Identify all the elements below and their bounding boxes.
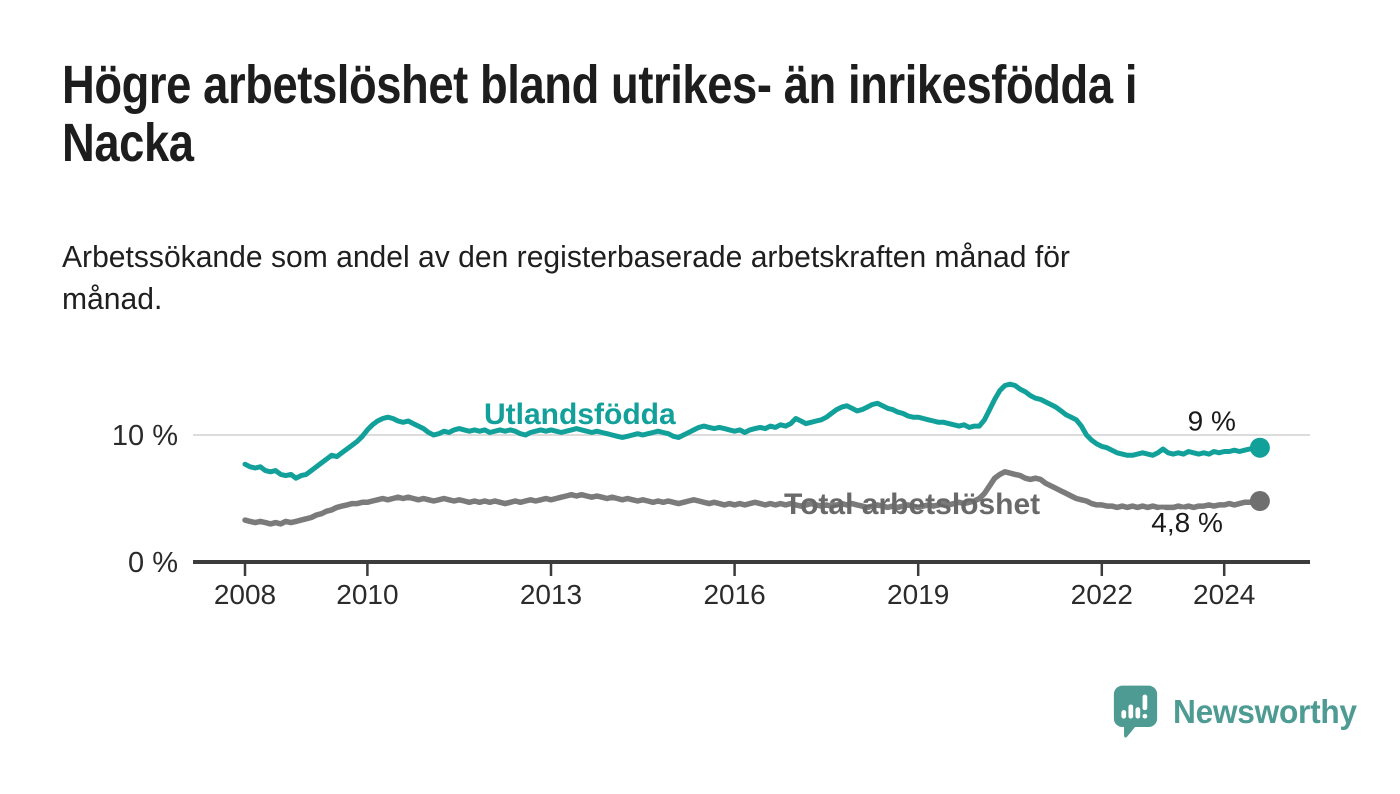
brand-name: Newsworthy bbox=[1173, 693, 1357, 730]
series-line-utlandsfodda bbox=[242, 381, 1263, 481]
series-endpoint-dot bbox=[1249, 491, 1270, 512]
series-label-utlandsfodda: Utlandsfödda bbox=[484, 398, 676, 431]
y-tick-label: 0 % bbox=[128, 547, 178, 579]
y-tick-label: 10 % bbox=[112, 420, 178, 452]
series-line-total bbox=[242, 469, 1263, 527]
series-end-value-label: 9 % bbox=[1188, 406, 1236, 437]
chart-title: Högre arbetslöshet bland utrikes- än inr… bbox=[62, 55, 1138, 174]
exclamation-dot bbox=[1142, 713, 1148, 719]
chart-subtitle: Arbetssökande som andel av den registerb… bbox=[62, 239, 1070, 317]
x-tick-label: 2022 bbox=[1071, 579, 1133, 610]
x-tick-label: 2019 bbox=[887, 579, 949, 610]
newsworthy-logo-icon bbox=[1113, 685, 1158, 738]
series-end-value-label: 4,8 % bbox=[1151, 507, 1223, 538]
exclamation-bar bbox=[1142, 694, 1148, 711]
bar-2 bbox=[1128, 704, 1134, 719]
x-tick-label: 2008 bbox=[214, 579, 276, 610]
x-tick-label: 2013 bbox=[520, 579, 582, 610]
x-tick-label: 2016 bbox=[703, 579, 765, 610]
bar-3 bbox=[1135, 707, 1141, 719]
bar-1 bbox=[1121, 710, 1127, 719]
series-label-total: Total arbetslöshet bbox=[784, 488, 1040, 521]
brand-footer: Newsworthy bbox=[1112, 683, 1364, 741]
x-tick-label: 2010 bbox=[336, 579, 398, 610]
line-chart: 2008 2010 2013 2016 2019 2022 2024 0 % 10 % 9 % Ut… bbox=[112, 381, 1310, 610]
series-endpoint-dot bbox=[1249, 437, 1270, 458]
x-tick-label: 2024 bbox=[1193, 579, 1255, 610]
